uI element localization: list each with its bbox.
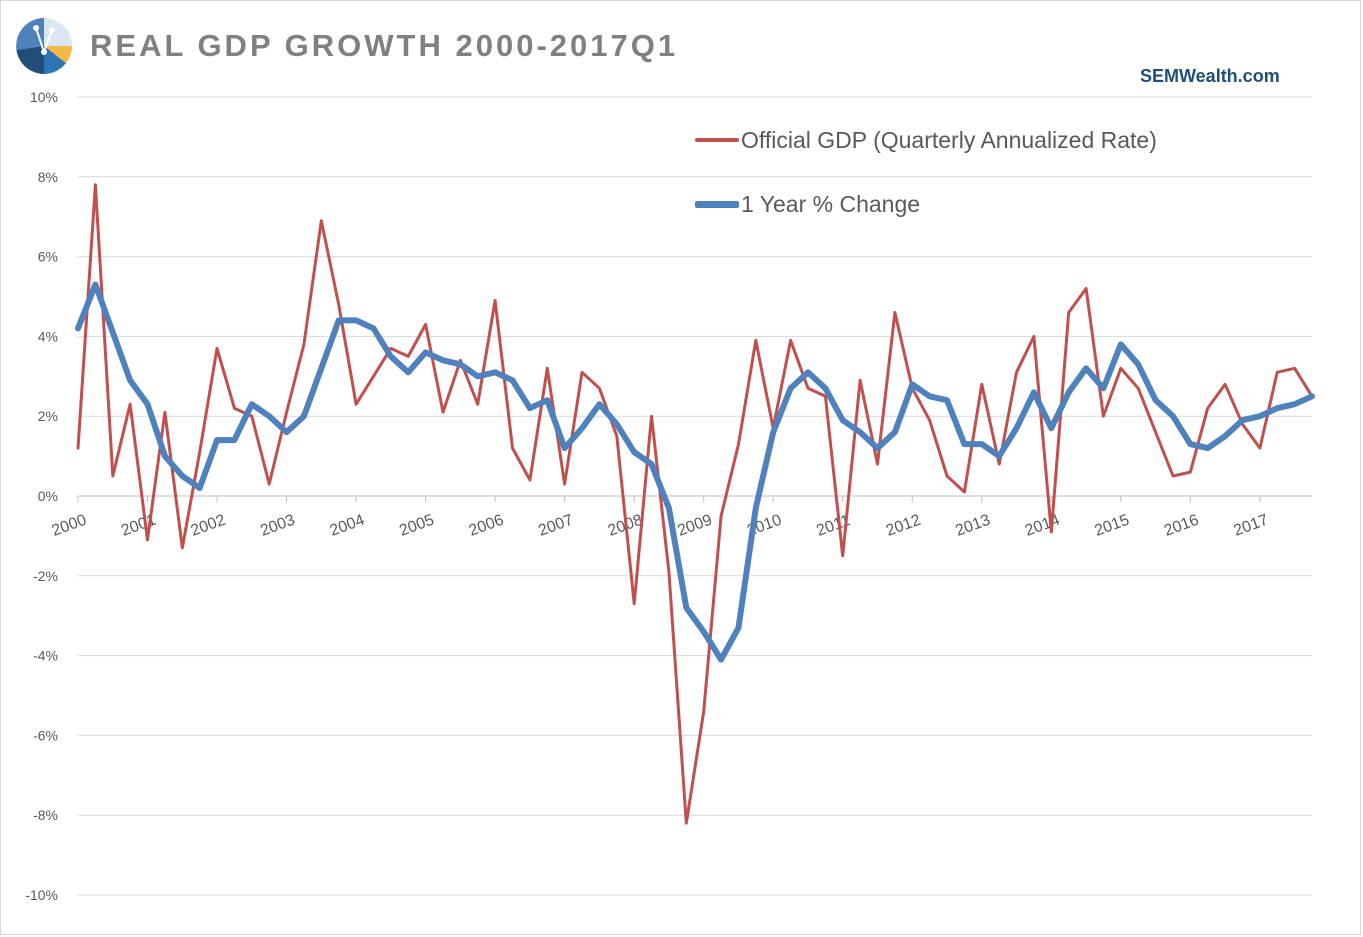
x-tick-label: 2012 [884,512,923,540]
legend-label-official-gdp: Official GDP (Quarterly Annualized Rate) [741,126,1157,153]
semwealth-logo [14,16,74,76]
series-lines [75,183,1315,825]
legend-item-official-gdp: Official GDP (Quarterly Annualized Rate) [695,124,1157,156]
y-tick-label: 10% [30,89,58,105]
x-tick-label: 2017 [1231,512,1270,540]
y-tick-label: -6% [33,727,58,743]
y-tick-label: 4% [38,328,58,344]
y-tick-label: 2% [38,408,58,424]
x-tick-label: 2002 [189,512,228,540]
x-tick-label: 2014 [1023,512,1062,540]
y-tick-label: 6% [38,249,58,265]
x-tick-label: 2004 [328,512,367,540]
series-line-yoy-change [75,281,1315,663]
legend-swatch-yoy-change [695,200,739,208]
x-tick-label: 2006 [467,512,506,540]
x-tick-label: 2015 [1092,512,1131,540]
y-tick-label: -2% [33,568,58,584]
x-tick-label: 2009 [675,512,714,540]
legend-item-yoy-change: 1 Year % Change [695,188,1157,220]
x-tick-label: 2007 [536,512,575,540]
source-label: SEMWealth.com [1140,66,1280,86]
x-tick-label: 2003 [258,512,297,540]
gridlines [78,96,1312,896]
chart-title: REAL GDP GROWTH 2000-2017Q1 [90,28,679,63]
y-tick-label: 0% [38,488,58,504]
x-tick-label: 2000 [50,512,89,540]
legend-label-yoy-change: 1 Year % Change [741,190,921,217]
y-tick-label: 8% [38,169,58,185]
x-tick-label: 2001 [119,512,158,540]
y-tick-label: -10% [25,887,58,903]
y-axis-ticks: 10% 8% 6% 4% 2% 0% -2% -4% -6% -8% -10% [25,89,58,903]
legend: Official GDP (Quarterly Annualized Rate)… [695,124,1157,252]
y-tick-label: -4% [33,648,58,664]
x-tick-label: 2013 [953,512,992,540]
legend-swatch-official-gdp [695,138,739,142]
x-tick-label: 2016 [1162,512,1201,540]
x-tick-label: 2005 [397,512,436,540]
y-tick-label: -8% [33,807,58,823]
series-line-official-gdp [76,183,1314,825]
